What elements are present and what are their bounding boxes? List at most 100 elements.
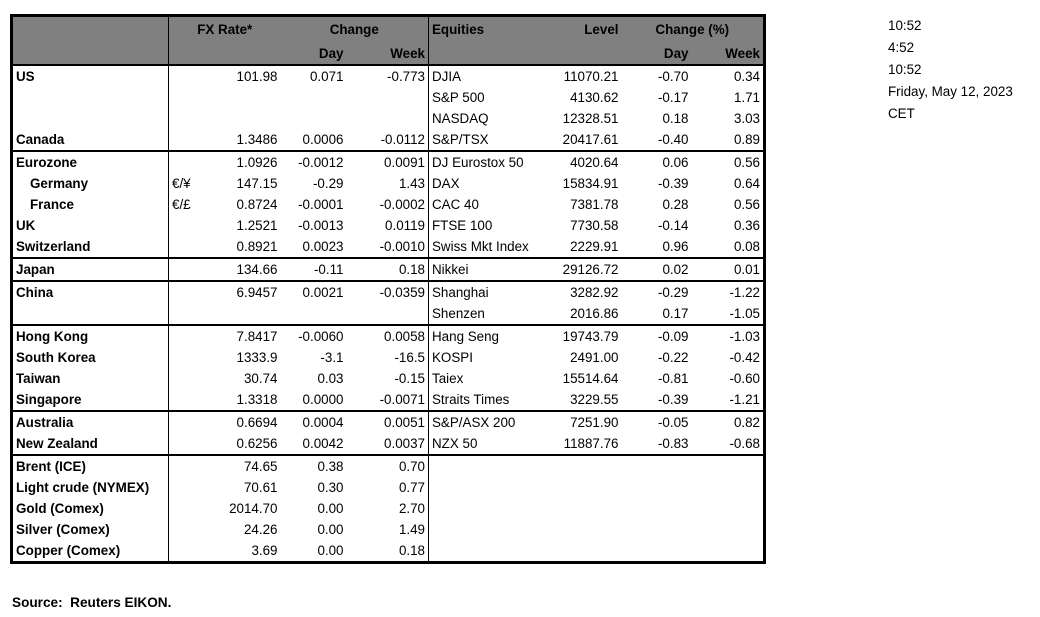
currency-pair-cell	[168, 454, 205, 477]
fx-day-change-cell: -0.0001	[298, 197, 344, 212]
currency-pair-cell	[169, 236, 205, 258]
currency-pair-cell	[169, 129, 205, 151]
fx-day-change-cell: 0.0000	[302, 392, 344, 407]
table-row: Canada 1.3486 0.0006 -0.0112 S&P/TSX 204…	[11, 129, 765, 151]
fx-day-change-cell: 0.00	[317, 543, 344, 558]
equity-name-cell: Swiss Mkt Index	[432, 239, 529, 254]
region-label-cell: Canada	[11, 129, 169, 151]
equity-day-change-cell: -0.70	[657, 69, 689, 84]
currency-pair-cell	[169, 368, 205, 389]
equity-week-change-cell	[692, 477, 765, 498]
fx-rate-cell: 0.8921	[236, 239, 278, 254]
region-label-cell: Hong Kong	[11, 324, 169, 347]
fx-week-change-cell: 0.0091	[346, 150, 429, 173]
equity-name-cell: Shanghai	[428, 280, 542, 303]
equity-day-change-cell: 0.28	[662, 197, 689, 212]
region-label-cell: Australia	[11, 410, 169, 433]
equity-level-cell: 12328.51	[562, 111, 619, 126]
fx-day-change-cell: 0.00	[317, 501, 344, 516]
equity-week-change-cell: -0.60	[729, 371, 760, 386]
fx-rate-cell: 2014.70	[229, 501, 278, 516]
currency-pair-cell: €/£	[172, 197, 191, 212]
fx-rate-cell	[205, 108, 281, 129]
currency-pair-cell	[169, 433, 205, 455]
fx-day-change-cell: -0.0060	[280, 324, 347, 347]
fx-rate-cell: 0.8724	[236, 197, 278, 212]
equity-week-change-cell	[691, 454, 765, 477]
table-body: US 101.98 0.071 -0.773 DJIA 11070.21 -0.…	[11, 65, 765, 563]
fx-day-change-cell: -0.11	[280, 257, 347, 281]
fx-week-change-cell: 0.18	[346, 257, 429, 281]
fx-week-change-cell: -0.0010	[346, 236, 429, 258]
fx-rate-cell	[205, 87, 281, 108]
equity-level-cell: 4130.62	[570, 90, 619, 105]
currency-pair-cell	[168, 410, 205, 433]
equity-week-change-cell: 0.34	[733, 69, 760, 84]
fx-week-change-cell: 1.49	[346, 519, 429, 540]
equity-week-change-cell: -1.03	[691, 324, 765, 347]
fx-week-change-cell: -0.0002	[346, 194, 429, 215]
fx-rate-cell: 0.6694	[204, 410, 281, 433]
region-label-cell	[11, 108, 169, 129]
region-label-cell	[11, 303, 169, 325]
region-label-cell: Gold (Comex)	[11, 498, 169, 519]
table-row: Singapore 1.3318 0.0000 -0.0071 Straits …	[11, 389, 765, 411]
fx-day-change-cell	[281, 303, 347, 325]
equity-week-change-cell: 0.08	[733, 239, 760, 254]
table-row: US 101.98 0.071 -0.773 DJIA 11070.21 -0.…	[11, 65, 765, 87]
header-row-1: FX Rate* Change Equities Level Change (%…	[11, 15, 765, 43]
fx-rate-cell: 24.26	[243, 522, 278, 537]
currency-pair-cell	[169, 498, 205, 519]
equities-day-header: Day	[621, 43, 692, 66]
equity-week-change-cell: 0.56	[733, 197, 760, 212]
equity-week-change-cell	[692, 519, 765, 540]
table-row: New Zealand 0.6256 0.0042 0.0037 NZX 50 …	[11, 433, 765, 455]
fx-day-change-cell: -0.0013	[298, 218, 344, 233]
equity-week-change-cell: 0.82	[691, 410, 765, 433]
region-label-cell: New Zealand	[11, 433, 169, 455]
clock-timezone: CET	[888, 106, 915, 121]
region-label-cell: Silver (Comex)	[11, 519, 169, 540]
equities-change-header: Change (%)	[621, 15, 765, 43]
fx-day-change-cell	[281, 87, 347, 108]
source-note: Source: Reuters EIKON.	[12, 595, 172, 610]
fx-day-change-cell: 0.00	[317, 522, 344, 537]
equity-day-change-cell: -0.09	[621, 324, 692, 347]
fx-rate-cell: 101.98	[236, 69, 278, 84]
equity-day-change-cell: -0.39	[657, 176, 689, 191]
level-header: Level	[541, 15, 622, 43]
fx-week-change-cell: 1.43	[346, 173, 429, 194]
table-row: Silver (Comex) 24.26 0.00 1.49	[11, 519, 765, 540]
equity-name-cell: FTSE 100	[432, 218, 493, 233]
market-data-table: FX Rate* Change Equities Level Change (%…	[10, 14, 766, 564]
fx-week-change-cell: 0.0119	[346, 215, 429, 236]
equity-level-cell: 2016.86	[570, 306, 619, 321]
region-label-cell: Brent (ICE)	[11, 454, 169, 477]
header-row-2: Day Week Day Week	[11, 43, 765, 66]
equity-name-cell: DJ Eurostox 50	[428, 150, 542, 173]
equity-name-cell: S&P/ASX 200	[428, 410, 542, 433]
equity-day-change-cell: -0.14	[657, 218, 689, 233]
fx-week-change-cell: -16.5	[346, 347, 429, 368]
fx-week-header: Week	[346, 43, 429, 66]
fx-day-change-cell	[281, 108, 347, 129]
fx-day-change-cell: -0.0012	[280, 150, 347, 173]
currency-pair-cell	[169, 477, 205, 498]
equity-week-change-cell: -0.68	[729, 436, 760, 451]
region-label-cell: US	[11, 65, 169, 87]
equity-day-change-cell: -0.22	[657, 350, 689, 365]
equity-week-change-cell: -0.42	[729, 350, 760, 365]
equities-week-header: Week	[691, 43, 765, 66]
equity-day-change-cell	[622, 498, 692, 519]
fx-week-change-cell	[346, 87, 429, 108]
region-label-cell: Germany	[11, 173, 169, 194]
region-label-cell: Eurozone	[11, 150, 169, 173]
equity-level-cell	[542, 498, 622, 519]
equity-day-change-cell	[622, 519, 692, 540]
fx-rate-cell: 70.61	[243, 480, 278, 495]
fx-rate-cell: 1.0926	[204, 150, 281, 173]
equity-level-cell	[541, 454, 622, 477]
fx-rate-cell: 0.6256	[236, 436, 278, 451]
equity-name-cell: KOSPI	[432, 350, 473, 365]
